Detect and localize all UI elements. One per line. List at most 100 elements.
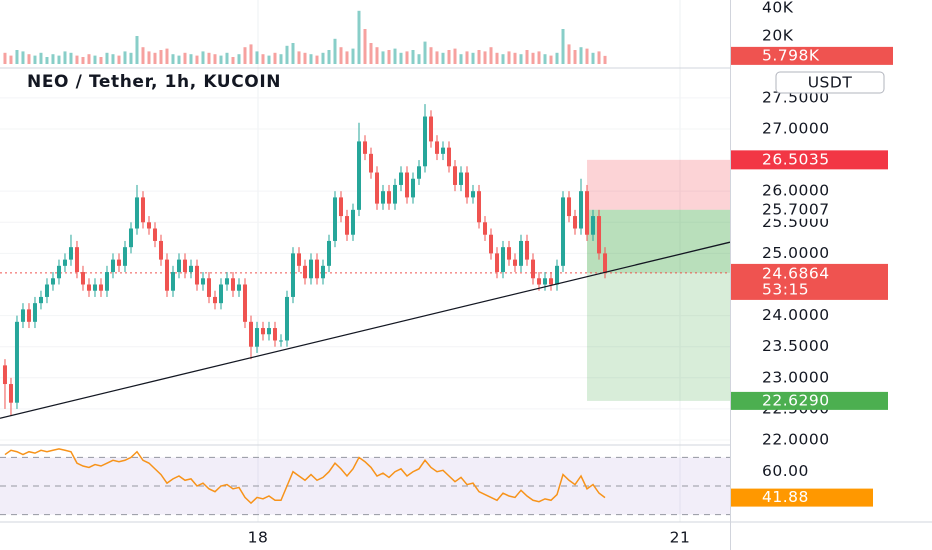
candle-body xyxy=(302,265,307,279)
volume-bar xyxy=(27,54,31,65)
y-tick-label: 25.0000 xyxy=(762,244,830,262)
volume-bar xyxy=(75,55,79,65)
volume-bar xyxy=(231,57,235,65)
candle-body xyxy=(326,240,331,266)
y-tick-label: 23.0000 xyxy=(762,368,830,386)
volume-bar xyxy=(225,52,229,65)
volume-bar xyxy=(597,51,601,65)
y-tick-label: 22.0000 xyxy=(762,431,830,449)
candle-body xyxy=(158,240,163,260)
trendline xyxy=(0,241,731,419)
candle-body xyxy=(531,259,536,279)
currency[interactable]: USDT xyxy=(808,74,853,92)
grid xyxy=(0,0,730,522)
volume-bar xyxy=(219,55,223,65)
candle-body xyxy=(98,284,103,291)
volume-bar xyxy=(465,51,469,65)
candle-body xyxy=(86,284,91,291)
volume-bar xyxy=(345,51,349,65)
volume-pane xyxy=(3,10,607,65)
candle-body xyxy=(308,259,313,279)
candle-body xyxy=(56,265,61,279)
candle-body xyxy=(254,328,259,347)
volume-bar xyxy=(123,51,127,65)
candle-body xyxy=(513,259,518,266)
candle-body xyxy=(471,191,476,198)
volume-bar xyxy=(279,54,283,65)
candle-body xyxy=(278,340,283,342)
candle-body xyxy=(230,278,235,291)
volume-bar xyxy=(63,51,67,65)
candle-body xyxy=(170,272,175,291)
volume-bar xyxy=(327,50,331,65)
currency-box[interactable] xyxy=(775,71,885,94)
candle-body xyxy=(597,216,602,254)
y-tick-label: 24.0000 xyxy=(762,306,830,324)
candle-body xyxy=(417,166,422,179)
candle-body xyxy=(212,296,217,304)
y-tick-label: 26.0000 xyxy=(762,182,830,200)
volume-bar xyxy=(15,50,19,65)
candle-body xyxy=(459,172,464,185)
volume-bar xyxy=(39,52,43,65)
volume-bar xyxy=(537,51,541,65)
volume-bar xyxy=(291,42,295,65)
candle-body xyxy=(411,178,416,198)
volume-bar xyxy=(351,48,355,65)
volume-bar xyxy=(261,54,265,65)
volume-bar xyxy=(117,55,121,65)
volume-bar xyxy=(393,48,397,65)
target-tag-box xyxy=(731,391,888,410)
candle-body xyxy=(194,265,199,285)
volume-tick-label: 20K xyxy=(762,26,794,44)
volume-tag-box xyxy=(731,46,893,65)
candle-body xyxy=(68,247,73,260)
candle-body xyxy=(164,259,169,291)
candle-body xyxy=(363,141,367,154)
volume-bar xyxy=(267,55,271,65)
entry-tag: 25.7007 xyxy=(762,200,830,218)
candle-body xyxy=(537,278,542,285)
candle-body xyxy=(62,259,67,266)
candle-body xyxy=(555,265,560,285)
volume-bar xyxy=(519,54,523,65)
axis: 18 2127.500027.000026.000025.500025.00002… xyxy=(248,0,893,547)
volume-bar xyxy=(237,54,241,65)
y-tick-label: 23.5000 xyxy=(762,337,830,355)
candle-body xyxy=(284,296,289,341)
candle-body xyxy=(585,191,590,235)
volume-bar xyxy=(81,57,85,65)
volume-bar xyxy=(483,51,487,65)
rsi-pane xyxy=(0,448,730,516)
candle-body xyxy=(387,191,392,204)
candle-body xyxy=(266,328,271,335)
entry-tag-box xyxy=(731,200,888,219)
candle-body xyxy=(134,197,139,229)
candle-body xyxy=(525,240,530,260)
candle-body xyxy=(591,216,596,235)
volume-bar xyxy=(243,47,247,65)
candle-body xyxy=(152,228,157,241)
candle-body xyxy=(320,265,325,279)
volume-bar xyxy=(129,52,133,65)
volume-bar xyxy=(429,47,433,65)
volume-bar xyxy=(183,52,187,65)
volume-bar xyxy=(603,55,607,65)
candle-body xyxy=(375,172,380,204)
candle-body xyxy=(248,321,253,347)
candle-body xyxy=(20,309,25,322)
target-tag: 22.6290 xyxy=(762,391,830,409)
volume-bar xyxy=(405,51,409,65)
candle-body xyxy=(50,278,55,285)
volume-bar xyxy=(489,47,493,65)
candle-body xyxy=(80,272,85,285)
volume-bar xyxy=(9,55,13,65)
open-pnl-zone xyxy=(587,209,730,273)
candle-body xyxy=(128,228,133,248)
volume-bar xyxy=(249,44,253,65)
candle-body xyxy=(477,191,482,223)
candle-body xyxy=(2,365,7,385)
volume-bar xyxy=(213,54,217,65)
candle-body xyxy=(519,240,524,266)
volume-bar xyxy=(591,52,595,65)
